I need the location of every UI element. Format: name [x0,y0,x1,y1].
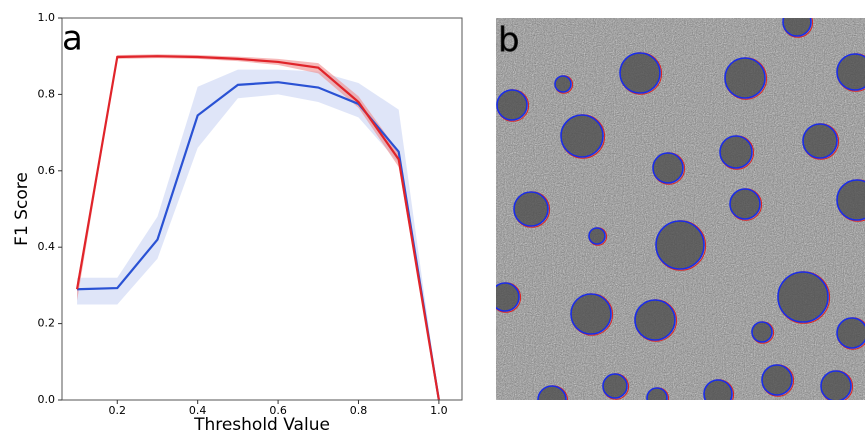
y-tick-label: 1.0 [38,11,56,24]
outline-blue [537,385,567,400]
outline-blue [719,135,753,169]
plot-frame [61,17,463,401]
micrograph [496,18,865,400]
particle [656,221,704,269]
outline-blue [724,57,766,99]
particle [514,192,548,226]
particle [803,124,837,158]
particle [821,371,851,400]
x-axis-label: Threshold Value [193,415,330,435]
outline-blue [646,387,668,400]
outline-blue [703,379,733,400]
particle [720,136,752,168]
particle [837,318,865,348]
x-tick-label: 0.6 [269,404,287,417]
particle [704,380,732,400]
outline-blue [619,52,661,94]
outline-blue [652,152,684,184]
outline-blue [655,220,705,270]
outline-blue [802,123,838,159]
particle [589,228,605,244]
particle [496,283,519,311]
x-tick-label: 0.4 [189,404,207,417]
y-tick-label: 0.0 [38,393,56,406]
outline-blue [751,321,773,343]
outline-blue [496,282,520,312]
particle [555,76,571,92]
y-tick-label: 0.6 [38,164,56,177]
particle [571,294,611,334]
outline-blue [729,188,761,220]
outline-blue [588,227,606,245]
particle [837,180,865,220]
particle [730,189,760,219]
outline-blue [496,89,528,121]
particle [497,90,527,120]
outline-blue [513,191,549,227]
y-tick-label: 0.4 [38,240,56,253]
confidence-band [77,69,439,400]
outline-blue [836,317,865,349]
y-tick-label: 0.8 [38,87,56,100]
particle [783,18,811,36]
outline-blue [634,299,676,341]
line [77,81,440,401]
particle [647,388,667,400]
line [75,55,440,401]
particle [603,374,627,398]
outline-blue [560,114,604,158]
particle [561,115,603,157]
y-tick-label: 0.2 [38,317,56,330]
outline-blue [602,373,628,399]
outline-blue [554,75,572,93]
particle [837,54,865,90]
outline-blue [836,53,865,91]
panel-label: b [498,21,520,61]
particle [778,272,828,322]
panel-label: a [62,19,83,59]
particle [620,53,660,93]
outline-blue [570,293,612,335]
outline-blue [820,370,852,400]
particle [538,386,566,400]
outline-blue [777,271,829,323]
x-tick-label: 0.2 [109,404,127,417]
x-tick-label: 1.0 [430,404,448,417]
outline-blue [836,179,865,221]
particle [725,58,765,98]
particle [653,153,683,183]
y-axis-label: F1 Score [12,172,32,246]
particle [635,300,675,340]
x-tick-label: 0.8 [350,404,368,417]
particle [762,365,792,395]
outline-blue [761,364,793,396]
particle [752,322,772,342]
outline-blue [782,18,812,37]
